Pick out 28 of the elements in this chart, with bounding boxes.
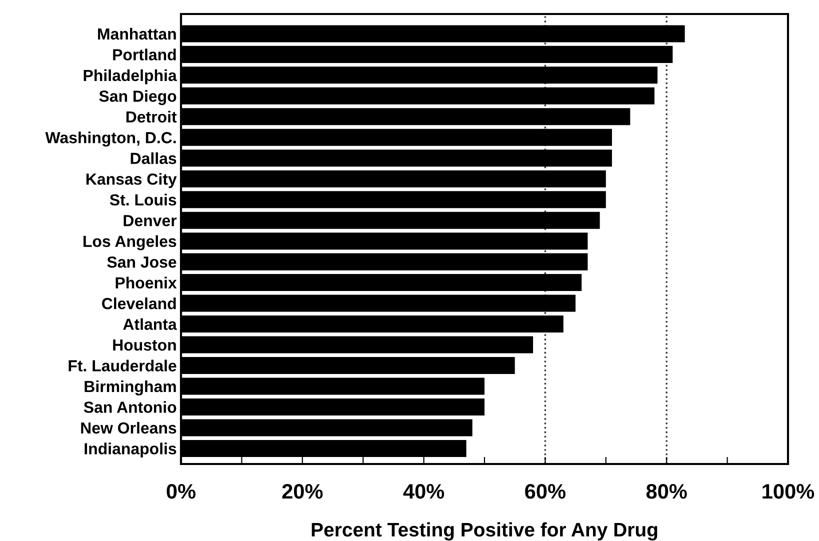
y-tick-label: Houston: [113, 340, 176, 351]
y-tick-label: Ft. Lauderdale: [68, 360, 176, 372]
y-tick-label: San Diego: [99, 90, 176, 106]
y-tick-label: New Orleans: [81, 422, 176, 434]
y-tick-label: Dallas: [130, 152, 176, 164]
y-tick-label: Kansas City: [86, 173, 177, 188]
y-tick-label: Cleveland: [102, 298, 176, 310]
y-tick-label: Philadelphia: [84, 69, 177, 84]
y-tick-label: Manhattan: [98, 28, 176, 40]
y-tick-label: Detroit: [126, 110, 177, 123]
x-tick-label: 60%: [525, 484, 566, 499]
x-tick-label: 100%: [762, 484, 814, 499]
y-tick-label: Portland: [113, 48, 176, 60]
x-tick-label: 20%: [282, 484, 323, 499]
x-tick-label: 40%: [403, 484, 444, 499]
y-tick-label: Birmingham: [84, 380, 176, 396]
y-tick-label: Washington, D.C.: [45, 132, 176, 147]
x-tick-label: 0%: [166, 484, 196, 499]
y-tick-label: Los Angeles: [84, 235, 176, 250]
x-axis-title: Percent Testing Positive for Any Drug: [312, 522, 658, 541]
y-tick-label: Atlanta: [123, 318, 177, 330]
y-tick-label: San Antonio: [84, 401, 176, 413]
y-tick-label: Indianapolis: [84, 442, 176, 458]
y-tick-label: St. Louis: [110, 194, 176, 206]
y-tick-label: Phoenix: [116, 276, 177, 288]
x-tick-label: 80%: [646, 484, 687, 499]
y-tick-label: San Jose: [107, 256, 176, 268]
y-tick-label: Denver: [124, 215, 177, 226]
